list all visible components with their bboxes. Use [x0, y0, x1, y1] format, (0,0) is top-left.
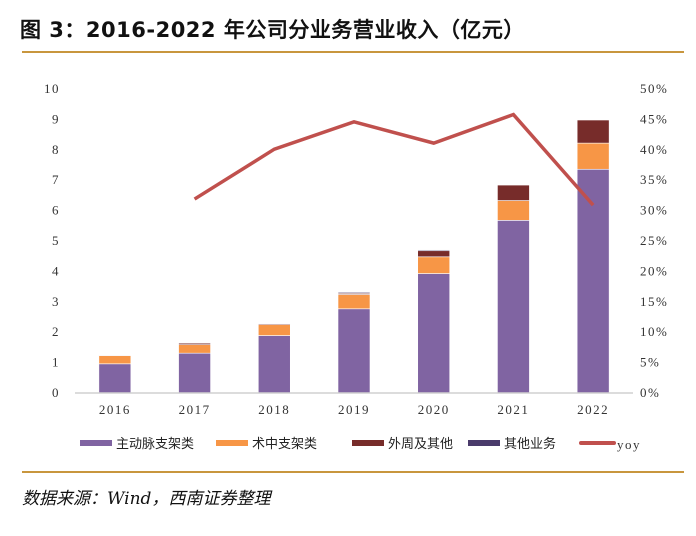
- y-tick-label: 8: [52, 142, 60, 157]
- y2-tick-label: 40%: [640, 142, 668, 157]
- bar-segment-1: [337, 294, 371, 310]
- bar-segment-3: [337, 292, 371, 294]
- title-rule: [22, 51, 684, 53]
- legend-swatch-2: [352, 440, 384, 446]
- y2-tick-label: 50%: [640, 81, 668, 96]
- bar-segment-2: [497, 184, 530, 201]
- yoy-line: [193, 112, 595, 207]
- bar-segment-0: [178, 352, 211, 394]
- y-tick-label: 7: [52, 172, 60, 187]
- y-tick-label: 4: [52, 263, 60, 278]
- bar-segment-1: [257, 324, 291, 336]
- bar-segment-3: [257, 322, 291, 324]
- legend-swatch-3: [468, 440, 500, 446]
- x-tick-label: 2017: [179, 402, 211, 417]
- y2-tick-label: 20%: [640, 263, 668, 278]
- x-tick-label: 2019: [338, 402, 370, 417]
- bar-segment-0: [417, 273, 451, 394]
- legend-label: 术中支架类: [252, 437, 317, 452]
- source-note: 数据来源：Wind，西南证券整理: [22, 489, 271, 509]
- source-rule: [22, 471, 684, 473]
- y-tick-label: 0: [52, 385, 60, 400]
- bar-segment-1: [98, 355, 132, 365]
- y-tick-label: 3: [52, 294, 60, 309]
- bar-segment-2: [576, 119, 610, 144]
- y-tick-label: 2: [52, 324, 60, 339]
- bar-segment-2: [417, 250, 451, 258]
- y2-tick-label: 30%: [640, 203, 668, 218]
- y2-tick-label: 10%: [640, 324, 668, 339]
- bar-segment-1: [417, 256, 451, 274]
- legend-label: 外周及其他: [388, 437, 453, 452]
- y-tick-label: 5: [52, 233, 60, 248]
- figure-title: 图 3：2016-2022 年公司分业务营业收入（亿元）: [20, 18, 525, 42]
- bar-segment-0: [497, 220, 530, 394]
- y2-tick-label: 35%: [640, 172, 668, 187]
- x-tick-label: 2016: [99, 402, 131, 417]
- bar-segment-1: [497, 200, 530, 221]
- bar-segment-1: [178, 344, 211, 354]
- x-tick-label: 2022: [577, 402, 609, 417]
- y-tick-label: 1: [52, 355, 60, 370]
- y2-tick-label: 5%: [640, 355, 660, 370]
- x-tick-label: 2018: [258, 402, 290, 417]
- legend-swatch-1: [216, 440, 248, 446]
- y-tick-label: 9: [52, 111, 60, 126]
- y2-tick-label: 0%: [640, 385, 660, 400]
- legend-label: 其他业务: [504, 436, 556, 452]
- x-tick-label: 2021: [497, 402, 529, 417]
- bar-segment-3: [98, 354, 132, 356]
- y2-tick-label: 25%: [640, 233, 668, 248]
- y2-tick-label: 45%: [640, 111, 668, 126]
- legend-swatch-0: [80, 440, 112, 446]
- bar-segment-3: [417, 249, 451, 252]
- bar-segment-1: [576, 142, 610, 170]
- legend-label: yoy: [617, 437, 641, 452]
- y2-tick-label: 15%: [640, 294, 668, 309]
- bar-segment-0: [337, 308, 371, 394]
- x-tick-label: 2020: [418, 402, 450, 417]
- bar-segment-0: [257, 335, 291, 394]
- legend-label: 主动脉支架类: [116, 437, 194, 452]
- y-tick-label: 6: [52, 203, 60, 218]
- y-tick-label: 10: [44, 81, 60, 96]
- bar-segment-0: [98, 363, 132, 394]
- bar-segment-3: [178, 342, 211, 344]
